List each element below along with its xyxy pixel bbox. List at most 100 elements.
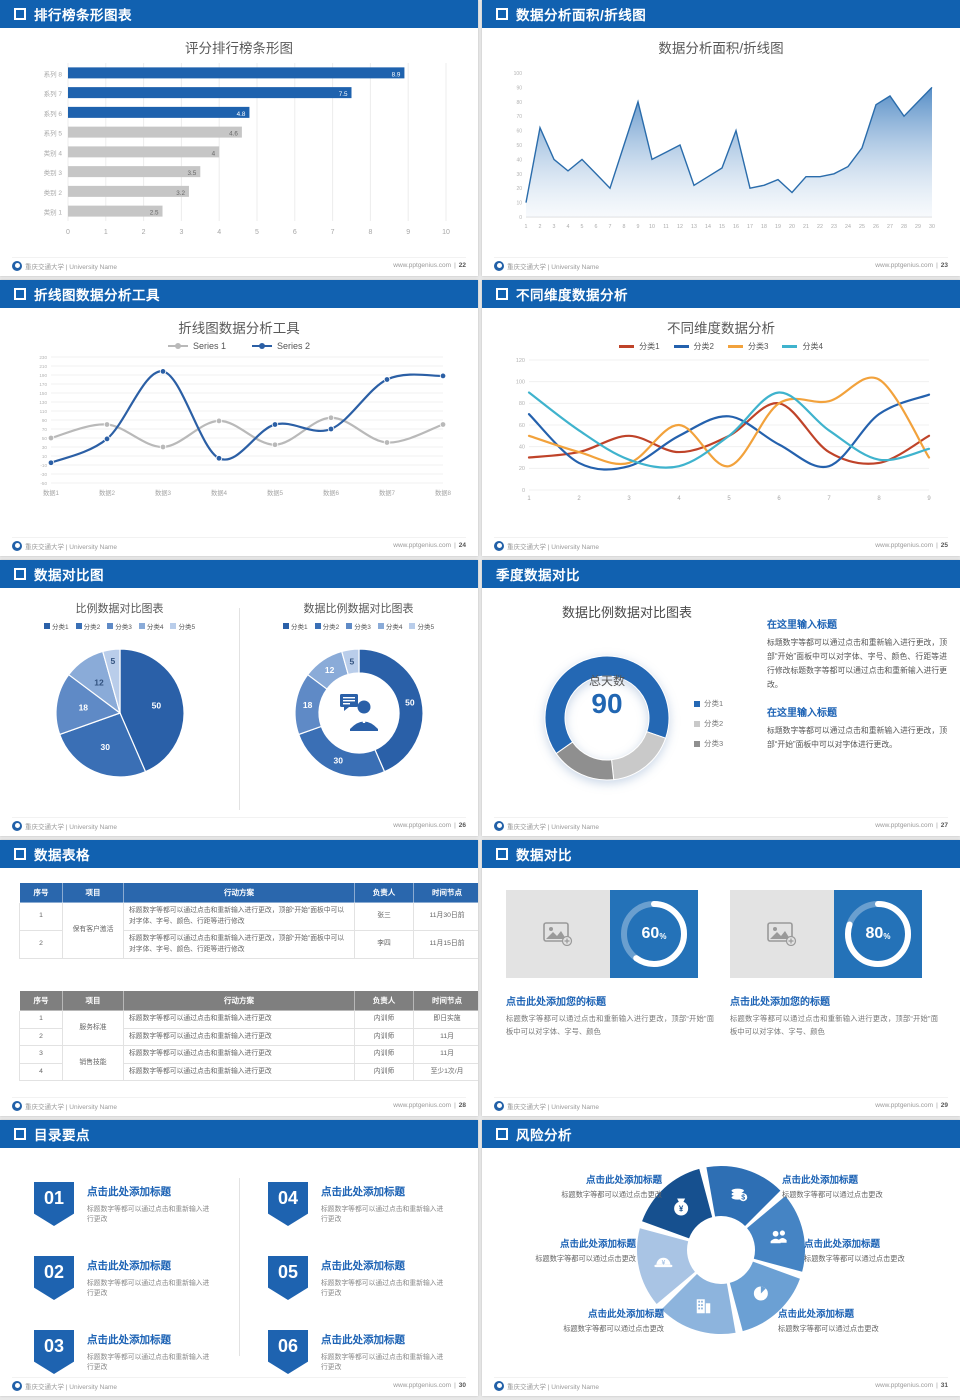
svg-text:18: 18 xyxy=(78,702,88,712)
svg-text:4: 4 xyxy=(567,224,570,230)
svg-text:12: 12 xyxy=(324,665,334,675)
item-subtitle: 标题数字等都可以通过点击和重新输入进行更改 xyxy=(87,1354,210,1371)
series1-marker-icon xyxy=(167,343,188,349)
slide-footer: 重庆交通大学 | University Name www.pptgenius.c… xyxy=(12,817,466,833)
legend-swatch-icon xyxy=(409,623,416,629)
svg-text:数据5: 数据5 xyxy=(267,488,284,497)
toc-item[interactable]: 02 点击此处添加标题 标题数字等都可以通过点击和重新输入进行更改 xyxy=(34,1256,210,1300)
slide-26-pie-comparison[interactable]: 数据对比图 比例数据对比图表 分类1 分类2 分类3 分类4 分类5 50 30 1… xyxy=(0,560,478,836)
merged-project-cell: 销售技能 xyxy=(62,1045,124,1082)
action-plan-table-blue: 序号 项目 行动方案 负责人 时间节点 1 保有客户激活 标题数字等都可以通过点… xyxy=(19,882,478,960)
multi-line-chart: 0 20 40 60 80 100 120 1 2 3 4 5 6 7 8 9 xyxy=(516,358,932,502)
slide-header-title: 折线图数据分析工具 xyxy=(34,288,160,303)
risk-block: 点击此处添加标题 标题数字等都可以通过点击更改 xyxy=(563,1309,664,1333)
chart-legend: 分类1 分类2 分类3 分类4 分类5 xyxy=(239,621,478,631)
slide-27-quarter-comparison[interactable]: 季度数据对比 数据比例数据对比图表 总天数 90 分类1 分类2 分类3 在这里… xyxy=(482,560,960,836)
svg-text:类别 3: 类别 3 xyxy=(44,168,63,177)
page-number: 28 xyxy=(458,1102,466,1109)
svg-text:5: 5 xyxy=(349,656,354,666)
slide-31-risk-analysis[interactable]: 风险分析 ¥ $ ¥ 点击此处添加标题 标题数字等都可以通过点击更改 点击此处添加标题… xyxy=(482,1120,960,1396)
series-marker-icon xyxy=(673,345,689,348)
legend-item: 分类1 xyxy=(619,341,660,352)
chart-title: 折线图数据分析工具 xyxy=(178,321,300,336)
image-placeholder xyxy=(506,890,610,978)
slide-29-progress-comparison[interactable]: 数据对比 60% 点击此处添加您的标题 xyxy=(482,840,960,1116)
number-badge: 05 xyxy=(268,1256,308,1300)
donut-center-label: 总天数 90 xyxy=(588,674,625,719)
svg-text:20: 20 xyxy=(519,466,525,472)
site-url: www.pptgenius.com xyxy=(393,822,452,829)
svg-text:$: $ xyxy=(741,1195,745,1202)
site-url: www.pptgenius.com xyxy=(393,1382,452,1389)
chart-legend: 分类1 分类2 分类3 xyxy=(694,698,723,749)
progress-unit: % xyxy=(883,931,891,941)
slide-header: 数据分析面积/折线图 xyxy=(482,0,960,28)
svg-text:120: 120 xyxy=(516,358,525,364)
svg-text:4.6: 4.6 xyxy=(229,131,238,138)
pinwheel-diagram: ¥ $ ¥ xyxy=(637,1166,805,1334)
slide-footer: 重庆交通大学 | University Name www.pptgenius.c… xyxy=(12,257,466,273)
slide-28-data-tables[interactable]: 数据表格 序号 项目 行动方案 负责人 时间节点 1 保有客户激活 标题数字等都… xyxy=(0,840,478,1116)
svg-text:6: 6 xyxy=(777,496,781,502)
slide-header-title: 风险分析 xyxy=(516,1128,572,1143)
item-subtitle: 标题数字等都可以通过点击和重新输入进行更改 xyxy=(321,1206,444,1223)
toc-item[interactable]: 03 点击此处添加标题 标题数字等都可以通过点击和重新输入进行更改 xyxy=(34,1330,210,1374)
svg-text:¥: ¥ xyxy=(662,1259,666,1266)
slide-30-toc[interactable]: 目录要点 01 点击此处添加标题 标题数字等都可以通过点击和重新输入进行更改 02 点… xyxy=(0,1120,478,1396)
merged-project-cell: 保有客户激活 xyxy=(62,901,124,960)
risk-block: 点击此处添加标题 标题数字等都可以通过点击更改 xyxy=(782,1175,883,1199)
svg-text:60: 60 xyxy=(516,129,522,135)
risk-block: 点击此处添加标题 标题数字等都可以通过点击更改 xyxy=(804,1239,905,1263)
slide-header: 季度数据对比 xyxy=(482,560,960,588)
svg-text:4: 4 xyxy=(212,150,216,157)
col-header: 项目 xyxy=(62,990,124,1011)
slide-22-bar-ranking[interactable]: 排行榜条形图表 评分排行榜条形图 0 1 2 3 4 5 6 7 8 9 10 系列 8 8.9 系列 7… xyxy=(0,0,478,276)
legend-swatch-icon xyxy=(282,623,289,629)
site-url: www.pptgenius.com xyxy=(875,822,934,829)
legend-item: Series 2 xyxy=(252,341,310,351)
svg-text:27: 27 xyxy=(887,224,893,230)
university-logo xyxy=(494,1100,504,1111)
chart-title: 评分排行榜条形图 xyxy=(185,41,293,56)
university-logo xyxy=(494,540,504,551)
svg-text:数据1: 数据1 xyxy=(43,488,60,497)
item-subtitle: 标题数字等都可以通过点击和重新输入进行更改 xyxy=(87,1206,210,1223)
slide-24-line-tools[interactable]: 折线图数据分析工具 折线图数据分析工具 Series 1 Series 2 -5… xyxy=(0,280,478,556)
svg-text:3.5: 3.5 xyxy=(188,170,197,177)
chart-legend: 分类1 分类2 分类3 分类4 分类5 xyxy=(0,621,239,631)
slide-25-line-dimensions[interactable]: 不同维度数据分析 不同维度数据分析 分类1 分类2 分类3 分类4 0 20 40 6… xyxy=(482,280,960,556)
svg-text:7: 7 xyxy=(331,229,335,236)
svg-text:30: 30 xyxy=(929,224,935,230)
svg-text:29: 29 xyxy=(915,224,921,230)
svg-text:0: 0 xyxy=(522,488,525,494)
svg-text:18: 18 xyxy=(761,224,767,230)
chart-legend: Series 1 Series 2 xyxy=(0,341,478,351)
svg-text:11: 11 xyxy=(663,224,669,230)
block-body: 标题数字等都可以通过点击和重新输入进行更改，顶部“开始”面板中可以对字体进行更改… xyxy=(767,726,947,750)
add-image-icon xyxy=(543,922,573,946)
slide-23-area-chart[interactable]: 数据分析面积/折线图 数据分析面积/折线图 0 10 20 30 40 50 60 70 80 9… xyxy=(482,0,960,276)
risk-block: 点击此处添加标题 标题数字等都可以通过点击更改 xyxy=(535,1239,636,1263)
svg-text:12: 12 xyxy=(677,224,683,230)
site-url: www.pptgenius.com xyxy=(875,262,934,269)
table-row: 2 标题数字等都可以通过点击和重新输入进行更改 内训师 11月 xyxy=(19,1027,478,1047)
svg-text:8.9: 8.9 xyxy=(392,71,401,78)
col-header: 序号 xyxy=(19,882,63,903)
item-title: 点击此处添加标题 xyxy=(87,1334,171,1346)
svg-text:1: 1 xyxy=(527,496,531,502)
svg-text:系列 5: 系列 5 xyxy=(44,129,63,138)
toc-item[interactable]: 04 点击此处添加标题 标题数字等都可以通过点击和重新输入进行更改 xyxy=(268,1182,444,1226)
legend-swatch-icon xyxy=(170,623,177,629)
toc-item[interactable]: 05 点击此处添加标题 标题数字等都可以通过点击和重新输入进行更改 xyxy=(268,1256,444,1300)
slide-header-title: 排行榜条形图表 xyxy=(34,8,132,23)
svg-text:16: 16 xyxy=(733,224,739,230)
toc-item[interactable]: 01 点击此处添加标题 标题数字等都可以通过点击和重新输入进行更改 xyxy=(34,1182,210,1226)
svg-text:数据4: 数据4 xyxy=(211,488,228,497)
toc-item[interactable]: 06 点击此处添加标题 标题数字等都可以通过点击和重新输入进行更改 xyxy=(268,1330,444,1374)
text-column: 在这里输入标题 标题数字等都可以通过点击和重新输入进行更改，顶部“开始”面板中可… xyxy=(767,616,947,764)
slide-footer: 重庆交通大学 | University Name www.pptgenius.c… xyxy=(12,537,466,553)
slide-footer: 重庆交通大学 | University Name www.pptgenius.c… xyxy=(12,1377,466,1393)
svg-text:30: 30 xyxy=(100,742,110,752)
svg-text:30: 30 xyxy=(42,445,48,450)
col-header: 行动方案 xyxy=(123,990,355,1011)
